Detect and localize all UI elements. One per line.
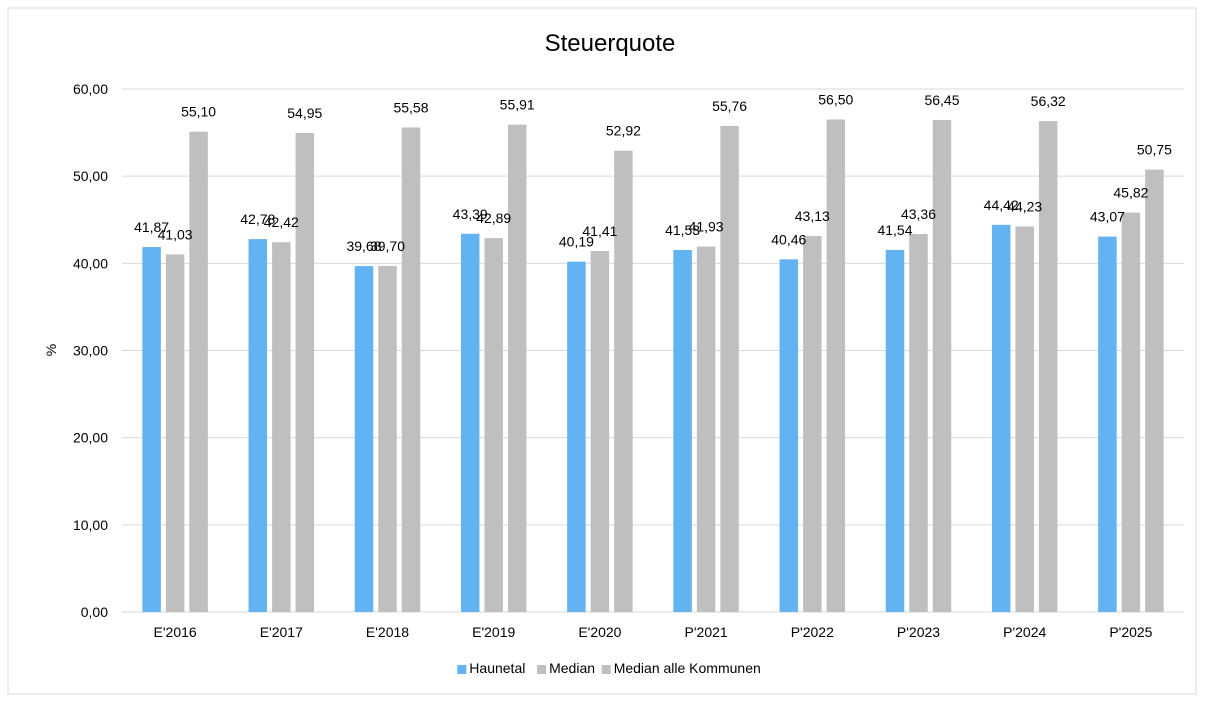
bar xyxy=(614,150,633,613)
bar xyxy=(803,236,822,612)
bar xyxy=(1145,169,1164,613)
data-label: 44,42 xyxy=(984,197,1019,213)
data-label: 55,76 xyxy=(712,98,747,114)
x-tick-label: E'2017 xyxy=(260,624,303,640)
data-label: 45,82 xyxy=(1113,185,1148,201)
bar xyxy=(272,242,291,612)
bar xyxy=(932,119,952,613)
bar xyxy=(826,119,846,612)
y-axis-title-group: % xyxy=(43,344,59,356)
data-label: 44,23 xyxy=(1007,198,1042,214)
bar xyxy=(401,127,421,613)
bars xyxy=(142,119,1164,613)
bar xyxy=(567,261,586,612)
legend-swatch xyxy=(537,665,547,674)
x-tick-label: P'2021 xyxy=(685,624,728,640)
y-tick-labels: 0,00 10,00 20,00 30,00 40,00 50,00 60,00 xyxy=(73,81,108,620)
x-tick-label: P'2025 xyxy=(1109,624,1152,640)
data-label: 55,91 xyxy=(500,97,535,113)
bar xyxy=(1015,226,1034,612)
y-axis-title: % xyxy=(43,344,59,356)
x-tick-labels: E'2016 E'2017 E'2018 E'2019 E'2020 P'2021 P'20… xyxy=(154,624,1153,640)
bar xyxy=(991,224,1011,612)
bar xyxy=(1121,212,1141,612)
x-tick-label: E'2016 xyxy=(154,624,197,640)
legend: Haunetal Median Median alle Kommunen xyxy=(457,660,761,676)
x-tick-label: E'2020 xyxy=(578,624,621,640)
bar xyxy=(142,247,161,612)
data-label: 43,36 xyxy=(901,206,936,222)
data-label: 56,45 xyxy=(924,92,959,108)
y-tick-label: 0,00 xyxy=(81,604,108,620)
data-label: 42,78 xyxy=(240,211,275,227)
data-label: 41,87 xyxy=(134,219,169,235)
data-label: 56,32 xyxy=(1031,93,1066,109)
y-tick-label: 60,00 xyxy=(73,81,108,97)
legend-label: Haunetal xyxy=(469,660,525,676)
legend-label: Median alle Kommunen xyxy=(614,660,761,676)
bar xyxy=(909,234,928,612)
data-label: 43,07 xyxy=(1090,209,1125,225)
legend-swatch xyxy=(601,665,611,674)
bar xyxy=(189,131,208,612)
data-label: 40,19 xyxy=(559,234,594,250)
bar xyxy=(779,259,799,612)
x-tick-label: P'2024 xyxy=(1003,624,1046,640)
x-tick-label: E'2018 xyxy=(366,624,409,640)
bar xyxy=(378,265,397,612)
data-label: 39,68 xyxy=(346,238,381,254)
bar xyxy=(484,238,503,613)
y-tick-label: 40,00 xyxy=(73,255,108,271)
data-label: 55,10 xyxy=(181,104,216,120)
bar xyxy=(1038,121,1058,612)
bar xyxy=(354,266,374,612)
data-label: 41,41 xyxy=(582,223,617,239)
data-label: 43,39 xyxy=(453,206,488,222)
legend-swatch xyxy=(457,665,467,674)
bar xyxy=(590,251,610,612)
bar xyxy=(673,249,692,612)
x-tick-label: P'2022 xyxy=(791,624,834,640)
bar xyxy=(165,254,185,612)
data-label: 50,75 xyxy=(1137,142,1172,158)
bar xyxy=(1098,236,1117,612)
y-tick-label: 10,00 xyxy=(73,517,108,533)
data-label: 54,95 xyxy=(287,105,322,121)
bar xyxy=(885,249,905,612)
bar xyxy=(248,239,268,612)
legend-label: Median xyxy=(549,660,595,676)
data-label: 56,50 xyxy=(818,92,853,108)
data-label: 41,54 xyxy=(877,222,912,238)
data-label: 52,92 xyxy=(606,123,641,139)
bar xyxy=(507,124,527,612)
y-tick-label: 50,00 xyxy=(73,168,108,184)
x-tick-label: E'2019 xyxy=(472,624,515,640)
data-label: 39,70 xyxy=(370,238,405,254)
data-label: 41,03 xyxy=(158,226,193,242)
data-label: 40,46 xyxy=(771,231,806,247)
y-tick-label: 20,00 xyxy=(73,430,108,446)
chart-title: Steuerquote xyxy=(545,30,676,57)
y-tick-label: 30,00 xyxy=(73,343,108,359)
bar xyxy=(696,246,716,612)
data-label: 42,42 xyxy=(264,214,299,230)
data-label: 42,89 xyxy=(476,210,511,226)
bar xyxy=(295,133,315,612)
bar xyxy=(720,125,739,612)
data-label: 41,53 xyxy=(665,222,700,238)
data-label: 55,58 xyxy=(393,100,428,116)
data-label: 41,93 xyxy=(689,219,724,235)
bar xyxy=(460,233,480,613)
x-tick-label: P'2023 xyxy=(897,624,940,640)
data-label: 43,13 xyxy=(795,208,830,224)
